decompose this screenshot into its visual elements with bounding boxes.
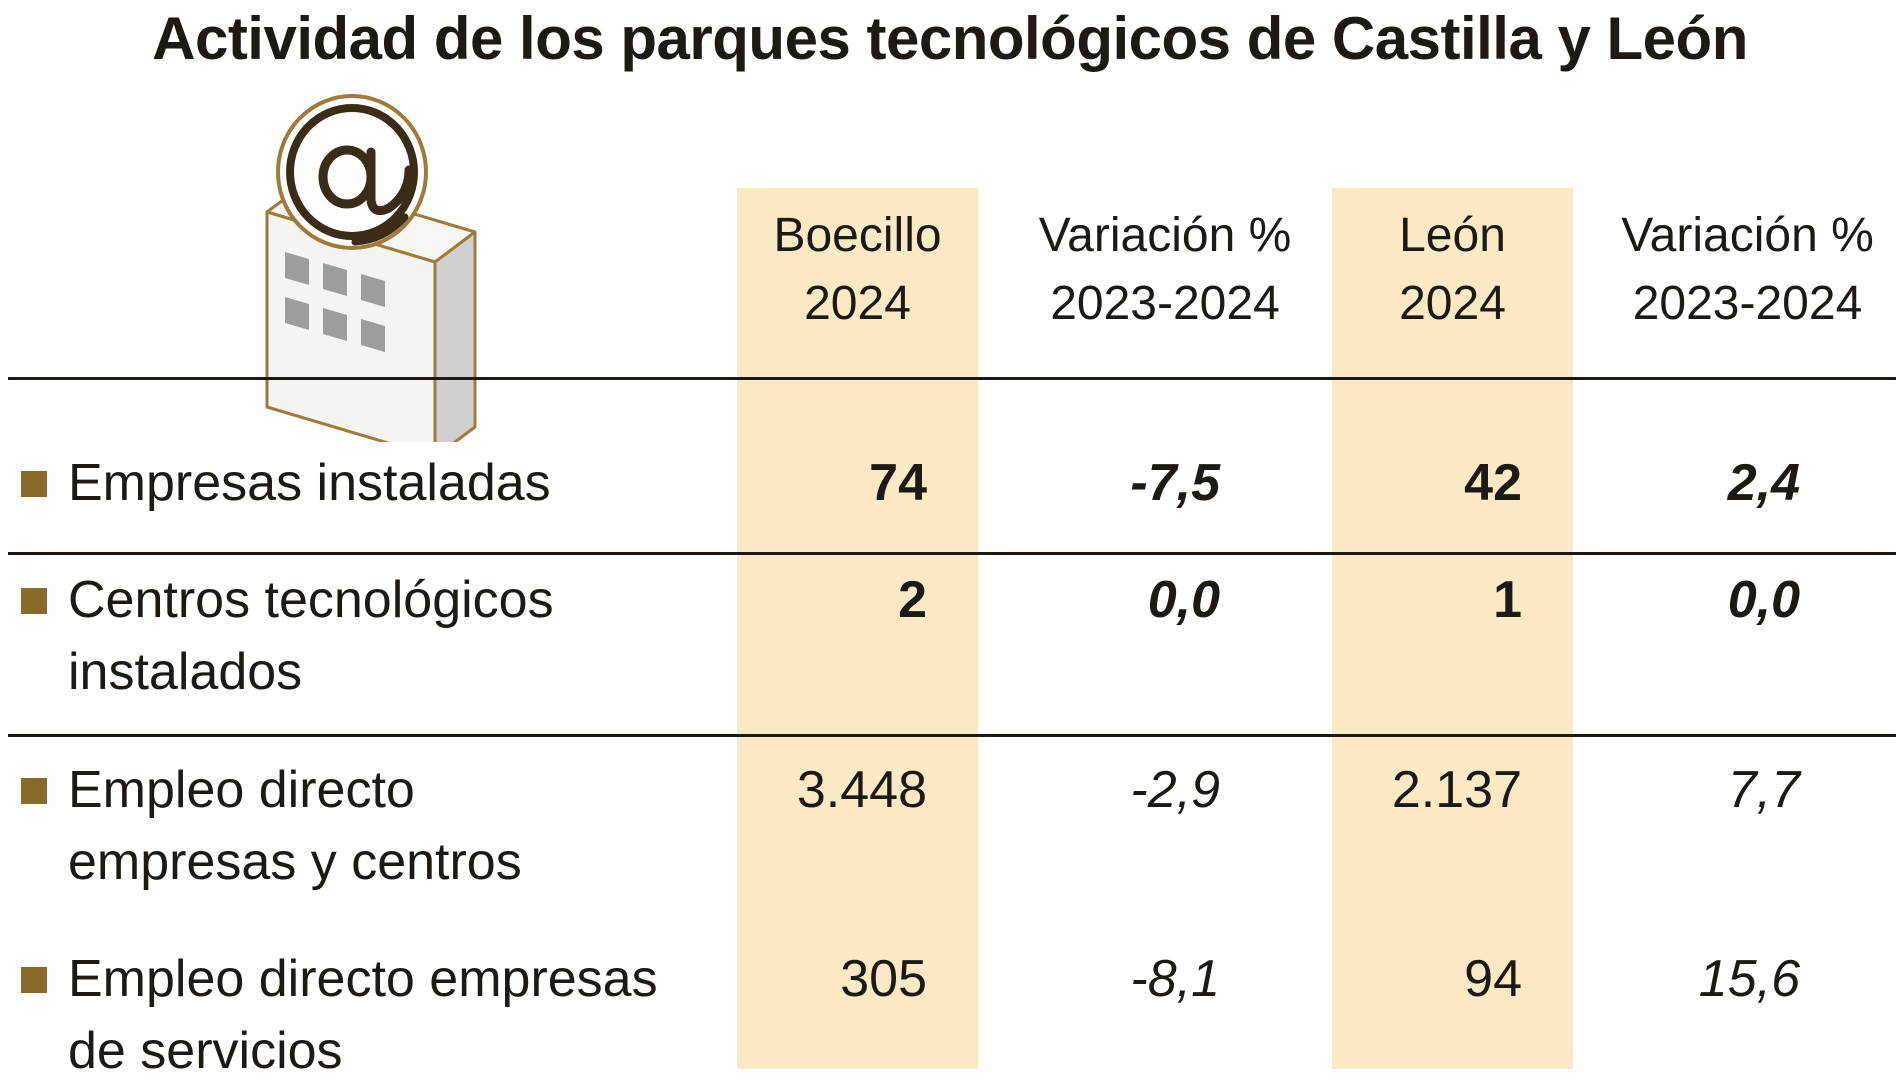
row-bullet [21, 471, 47, 497]
leon-column-highlight [1332, 188, 1573, 1069]
row-bullet [21, 778, 47, 804]
header-divider [8, 377, 1896, 380]
value-var-boecillo-empleo: -2,9 [1130, 761, 1220, 819]
row-label-empresas-instaladas: Empresas instaladas [68, 454, 551, 512]
boecillo-column-highlight [737, 188, 978, 1069]
row-bullet [21, 588, 47, 614]
column-header-variacion-boecillo: Variación % 2023-2024 [1038, 209, 1292, 330]
value-leon-empleo: 2.137 [1391, 761, 1522, 819]
value-var-leon-empresas: 2,4 [1727, 454, 1800, 512]
column-header-leon: León 2024 [1399, 209, 1506, 330]
value-leon-centros: 1 [1493, 571, 1522, 629]
row-label-empleo-servicios: Empleo directo empresas de servicios [68, 950, 658, 1080]
value-leon-servicios: 94 [1464, 950, 1522, 1008]
at-sign-icon [276, 94, 428, 250]
value-boecillo-empresas: 74 [869, 454, 927, 512]
row-label-centros-tecnologicos: Centros tecnológicos instalados [68, 571, 554, 701]
chart-title: Actividad de los parques tecnológicos de… [152, 5, 1748, 72]
row-bullet [21, 967, 47, 993]
row-divider [8, 734, 1896, 737]
value-var-boecillo-centros: 0,0 [1147, 571, 1220, 629]
row-divider [8, 552, 1896, 555]
value-var-boecillo-empresas: -7,5 [1130, 454, 1220, 512]
value-var-leon-servicios: 15,6 [1698, 950, 1800, 1008]
row-label-empleo-empresas-centros: Empleo directo empresas y centros [68, 761, 522, 891]
building-icon [265, 180, 477, 442]
building-at-sign-icon [265, 94, 477, 442]
value-var-leon-centros: 0,0 [1727, 571, 1800, 629]
value-boecillo-empleo: 3.448 [796, 761, 927, 819]
value-var-leon-empleo: 7,7 [1727, 761, 1800, 819]
column-header-boecillo: Boecillo 2024 [773, 209, 942, 330]
column-header-variacion-leon: Variación % 2023-2024 [1621, 209, 1874, 330]
value-leon-empresas: 42 [1464, 454, 1522, 512]
value-boecillo-servicios: 305 [840, 950, 927, 1008]
value-var-boecillo-servicios: -8,1 [1130, 950, 1220, 1008]
value-boecillo-centros: 2 [898, 571, 927, 629]
